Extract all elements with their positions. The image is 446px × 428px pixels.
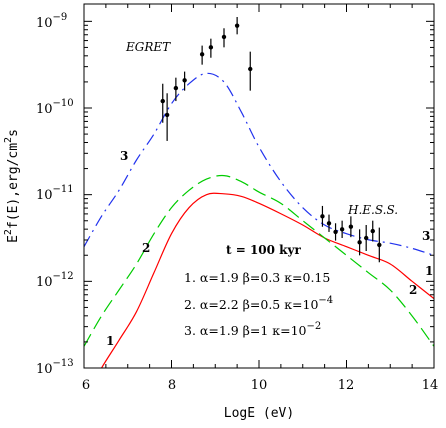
y-tick-label: 10−12 xyxy=(36,271,74,290)
x-tick-label: 8 xyxy=(168,378,176,393)
egret-point xyxy=(160,98,165,104)
plot-content xyxy=(84,17,434,368)
curve-label-3-right: 3 xyxy=(422,229,430,243)
egret-point xyxy=(164,112,170,118)
hess-point xyxy=(333,229,338,235)
x-axis-title: LogE (eV) xyxy=(224,406,294,421)
hess-point xyxy=(339,227,345,232)
hess-point xyxy=(377,242,382,248)
egret-point xyxy=(208,45,214,50)
hess-point xyxy=(370,228,375,234)
egret-point xyxy=(199,52,205,57)
hess-point xyxy=(320,214,325,219)
hess-label: H.E.S.S. xyxy=(347,203,398,217)
egret-point xyxy=(182,78,187,83)
y-tick-label: 10−10 xyxy=(36,98,74,117)
hess-point xyxy=(363,235,369,241)
x-tick-label: 6 xyxy=(82,378,90,393)
x-tick-label: 12 xyxy=(338,378,355,393)
egret-label: EGRET xyxy=(125,40,171,54)
egret-point xyxy=(248,66,253,72)
y-axis-title: E2f(E),erg/cm2s xyxy=(3,129,21,243)
egret-point xyxy=(234,23,240,28)
x-tick-label: 10 xyxy=(251,378,268,393)
curve-label-2-left: 2 xyxy=(142,241,150,255)
hess-point xyxy=(348,224,354,229)
ticks xyxy=(83,4,435,369)
curve-label-3-left: 3 xyxy=(120,149,128,163)
egret-point xyxy=(173,85,179,91)
curve-3 xyxy=(84,72,434,256)
y-tick-label: 10−11 xyxy=(36,184,74,203)
param-line-2: 2. α=2.2 β=0.5 κ=10−4 xyxy=(184,295,333,312)
param-line-1: 1. α=1.9 β=0.3 κ=0.15 xyxy=(184,270,330,285)
param-line-3: 3. α=1.9 β=1 κ=10−2 xyxy=(184,321,321,338)
y-tick-label: 10−9 xyxy=(36,12,67,31)
curve-2 xyxy=(84,174,434,347)
curve-label-1-left: 1 xyxy=(106,334,114,348)
hess-point xyxy=(357,240,362,245)
hess-point xyxy=(326,221,332,226)
curve-1 xyxy=(100,192,434,368)
egret-point xyxy=(221,34,227,40)
time-label: t = 100 kyr xyxy=(226,243,301,257)
x-tick-label: 14 xyxy=(422,378,439,393)
curve-label-2-right: 2 xyxy=(409,283,417,297)
curve-label-1-right: 1 xyxy=(425,264,433,278)
y-tick-label: 10−13 xyxy=(36,358,74,377)
